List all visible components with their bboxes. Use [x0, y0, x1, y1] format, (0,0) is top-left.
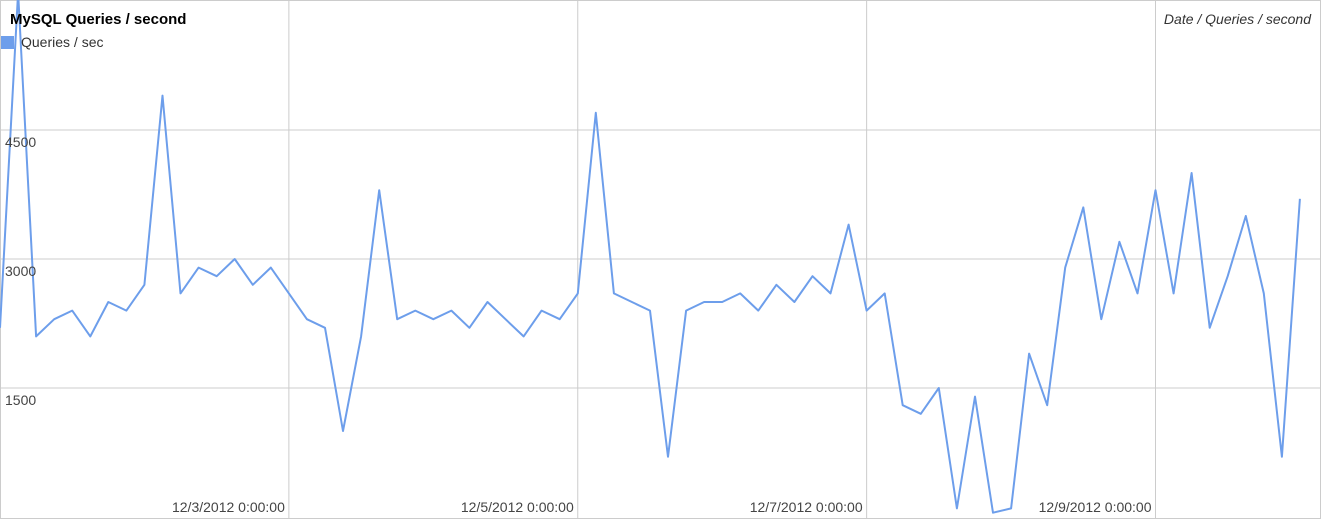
y-tick-label: 4500 [5, 134, 36, 150]
y-tick-label: 3000 [5, 263, 36, 279]
y-tick-label: 1500 [5, 392, 36, 408]
lines [0, 0, 1301, 514]
x-tick-label: 12/5/2012 0:00:00 [461, 499, 574, 515]
x-tick-label: 12/9/2012 0:00:00 [1039, 499, 1152, 515]
legend-label: Queries / sec [21, 34, 103, 50]
data-line [0, 0, 1301, 514]
subtitle: Date / Queries / second [1164, 11, 1312, 27]
chart-title: MySQL Queries / second [10, 11, 186, 28]
x-tick-label: 12/7/2012 0:00:00 [750, 499, 863, 515]
legend-swatch [1, 36, 14, 49]
x-tick-label: 12/3/2012 0:00:00 [172, 499, 285, 515]
labels: 1500 3000 4500 12/3/2012 0:00:00 12/5/2012 0… [1, 11, 1312, 515]
